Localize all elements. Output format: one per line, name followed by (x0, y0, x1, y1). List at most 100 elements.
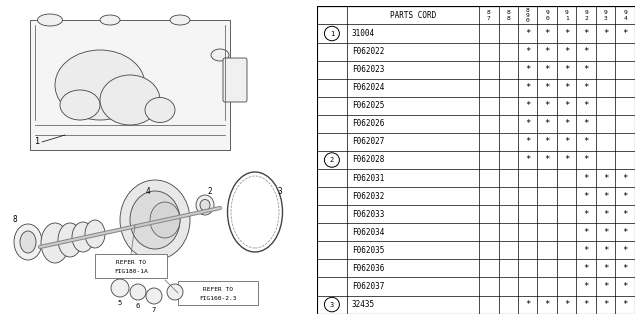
Text: F062027: F062027 (352, 137, 384, 147)
Text: FIG160-2.3: FIG160-2.3 (199, 296, 237, 301)
Text: REFER TO: REFER TO (203, 287, 233, 292)
Ellipse shape (100, 75, 160, 125)
Text: F062037: F062037 (352, 282, 384, 291)
Text: 8
9
0: 8 9 0 (526, 8, 530, 23)
Text: *: * (564, 300, 570, 309)
Text: *: * (545, 47, 550, 56)
Text: 1: 1 (330, 30, 334, 36)
Text: *: * (584, 119, 589, 128)
Text: F062031: F062031 (352, 173, 384, 183)
Text: FIG180-1A: FIG180-1A (114, 269, 148, 274)
Ellipse shape (130, 191, 180, 249)
Text: *: * (584, 156, 589, 164)
Text: 31004: 31004 (352, 29, 375, 38)
Text: 8
8: 8 8 (506, 10, 510, 20)
Text: 9
0: 9 0 (545, 10, 549, 20)
Text: 32435: 32435 (352, 300, 375, 309)
Text: *: * (584, 101, 589, 110)
Text: F062032: F062032 (352, 192, 384, 201)
Text: 8: 8 (13, 215, 17, 225)
Circle shape (146, 288, 162, 304)
Ellipse shape (41, 223, 69, 263)
Text: *: * (545, 119, 550, 128)
Text: *: * (584, 173, 589, 183)
Circle shape (130, 284, 146, 300)
Text: *: * (525, 65, 531, 74)
Text: 6: 6 (136, 303, 140, 309)
Text: *: * (603, 228, 609, 237)
Text: *: * (545, 300, 550, 309)
Text: F062036: F062036 (352, 264, 384, 273)
Text: *: * (623, 282, 628, 291)
Text: *: * (584, 83, 589, 92)
Text: 9
4: 9 4 (623, 10, 627, 20)
Ellipse shape (14, 224, 42, 260)
Text: *: * (584, 282, 589, 291)
Ellipse shape (55, 50, 145, 120)
Text: *: * (525, 300, 531, 309)
Text: *: * (584, 300, 589, 309)
Ellipse shape (150, 202, 180, 238)
Text: *: * (564, 119, 570, 128)
Ellipse shape (58, 223, 82, 257)
Text: F062022: F062022 (352, 47, 384, 56)
Text: *: * (603, 210, 609, 219)
Text: PARTS CORD: PARTS CORD (390, 11, 436, 20)
Ellipse shape (200, 199, 210, 211)
Text: 7: 7 (152, 307, 156, 313)
Text: *: * (525, 47, 531, 56)
Text: *: * (564, 137, 570, 147)
Text: F062034: F062034 (352, 228, 384, 237)
Text: F062035: F062035 (352, 246, 384, 255)
Ellipse shape (85, 220, 105, 248)
Ellipse shape (100, 15, 120, 25)
Text: REFER TO: REFER TO (116, 260, 146, 265)
Text: *: * (564, 29, 570, 38)
Circle shape (324, 26, 339, 41)
Text: *: * (564, 47, 570, 56)
Text: *: * (623, 264, 628, 273)
Text: *: * (623, 246, 628, 255)
Text: *: * (584, 137, 589, 147)
Text: *: * (545, 137, 550, 147)
Text: *: * (525, 29, 531, 38)
Text: F062028: F062028 (352, 156, 384, 164)
Text: 9
3: 9 3 (604, 10, 607, 20)
Ellipse shape (211, 49, 229, 61)
Ellipse shape (196, 195, 214, 215)
Text: *: * (525, 137, 531, 147)
Text: 4: 4 (146, 188, 150, 196)
Ellipse shape (145, 98, 175, 123)
Text: *: * (584, 246, 589, 255)
Text: 9
2: 9 2 (584, 10, 588, 20)
Text: *: * (545, 65, 550, 74)
Text: 3: 3 (330, 301, 334, 308)
Text: *: * (623, 210, 628, 219)
Text: *: * (564, 101, 570, 110)
Text: *: * (623, 192, 628, 201)
Bar (30, 20, 230, 150)
Ellipse shape (20, 231, 36, 253)
Text: *: * (584, 29, 589, 38)
Ellipse shape (120, 180, 190, 260)
Text: *: * (525, 156, 531, 164)
Text: *: * (545, 83, 550, 92)
Text: *: * (525, 119, 531, 128)
Text: F062026: F062026 (352, 119, 384, 128)
Text: *: * (564, 156, 570, 164)
Text: *: * (623, 300, 628, 309)
Text: *: * (603, 264, 609, 273)
Text: *: * (584, 65, 589, 74)
Text: *: * (584, 47, 589, 56)
Text: *: * (623, 228, 628, 237)
Text: *: * (584, 210, 589, 219)
Ellipse shape (170, 15, 190, 25)
Circle shape (324, 297, 339, 312)
Text: F062023: F062023 (352, 65, 384, 74)
Text: 1: 1 (35, 138, 40, 147)
Ellipse shape (38, 14, 63, 26)
Text: *: * (603, 29, 609, 38)
Text: *: * (623, 173, 628, 183)
Text: *: * (603, 300, 609, 309)
Ellipse shape (72, 222, 94, 252)
